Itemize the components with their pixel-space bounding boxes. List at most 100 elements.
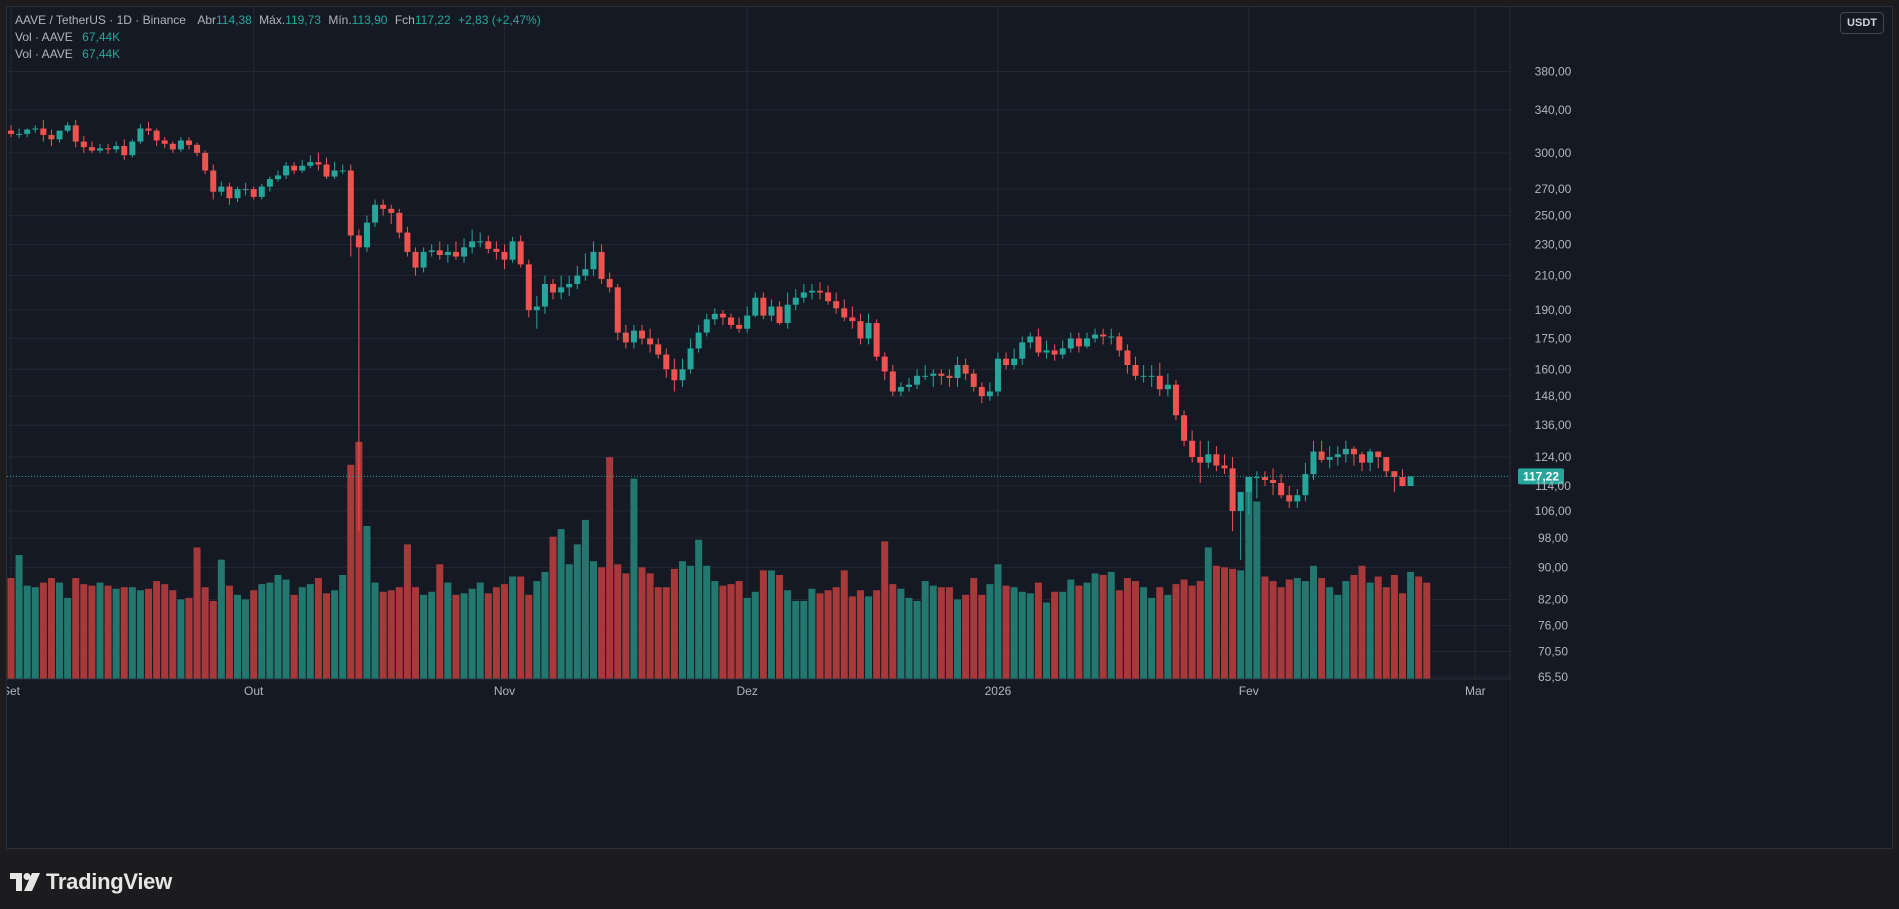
- candle: [1270, 468, 1277, 496]
- candle: [1083, 332, 1090, 349]
- volume-bar: [420, 594, 428, 679]
- candle: [833, 292, 840, 314]
- volume-bar: [395, 587, 403, 679]
- volume-bars: [7, 441, 1431, 679]
- volume-bar: [622, 573, 630, 679]
- candle: [679, 358, 686, 387]
- candle-body: [121, 146, 128, 156]
- candle: [145, 122, 152, 135]
- x-tick-label: 2026: [985, 684, 1012, 698]
- candle: [938, 369, 945, 385]
- candle-body: [412, 251, 419, 268]
- candle-body: [242, 189, 249, 191]
- candle: [1278, 474, 1285, 499]
- volume-bar: [816, 593, 824, 679]
- candle: [1132, 356, 1139, 381]
- candle: [760, 292, 767, 320]
- candle: [1148, 365, 1155, 387]
- candle-body: [841, 308, 848, 318]
- candle-body: [873, 323, 880, 357]
- candle-body: [315, 162, 322, 165]
- candle-body: [1237, 492, 1244, 512]
- candle-body: [509, 241, 516, 260]
- candle-body: [703, 319, 710, 333]
- candle: [905, 378, 912, 392]
- candle-body: [922, 375, 929, 377]
- volume-bar: [47, 578, 55, 679]
- volume-bar: [856, 590, 864, 679]
- legend-high-label: Máx.: [259, 13, 286, 27]
- candle: [1310, 440, 1317, 481]
- candle: [185, 137, 192, 150]
- candle: [412, 247, 419, 276]
- volume-bar: [848, 596, 856, 679]
- candle: [177, 137, 184, 152]
- volume-bar: [889, 584, 897, 679]
- candle-body: [1342, 448, 1349, 455]
- candle: [355, 229, 362, 532]
- tradingview-logo[interactable]: TradingView: [10, 869, 172, 895]
- candle-body: [363, 222, 370, 248]
- legend-volume-2[interactable]: Vol · AAVE 67,44K: [15, 46, 120, 62]
- candle-body: [752, 297, 759, 316]
- candle-body: [436, 250, 443, 255]
- candle-body: [145, 128, 152, 131]
- legend-volume-1[interactable]: Vol · AAVE 67,44K: [15, 29, 120, 45]
- candle-body: [1003, 358, 1010, 366]
- candle-body: [574, 275, 581, 284]
- y-tick-label: 90,00: [1538, 560, 1568, 574]
- candle-body: [833, 301, 840, 309]
- candle-body: [48, 134, 55, 140]
- volume-bar: [1148, 597, 1156, 679]
- volume-bar: [1407, 571, 1415, 679]
- candle-body: [469, 241, 476, 248]
- candle-body: [1302, 474, 1309, 496]
- candle: [428, 244, 435, 257]
- candle: [614, 283, 621, 341]
- volume-bar: [606, 457, 614, 679]
- candle-body: [339, 170, 346, 172]
- time-axis: Set Out Nov Dez 2026 Fev Mar: [7, 678, 1510, 848]
- candle-body: [1213, 454, 1220, 466]
- legend-symbol[interactable]: AAVE / TetherUS · 1D · Binance: [15, 13, 186, 27]
- volume-bar: [1245, 477, 1253, 679]
- volume-bar: [1018, 591, 1026, 679]
- candle-body: [1318, 451, 1325, 460]
- currency-button[interactable]: USDT: [1840, 12, 1884, 34]
- candle: [582, 253, 589, 281]
- volume-bar: [56, 582, 64, 679]
- candle: [169, 141, 176, 153]
- volume-bar: [573, 544, 581, 679]
- candle: [994, 352, 1001, 397]
- candle-body: [1116, 336, 1123, 351]
- candle-body: [194, 144, 201, 153]
- candle: [1399, 469, 1406, 487]
- y-tick-label: 124,00: [1535, 450, 1572, 464]
- volume-bar: [565, 564, 573, 679]
- candle: [1075, 332, 1082, 353]
- candle-body: [614, 287, 621, 333]
- volume-bar: [412, 587, 419, 679]
- candle: [1035, 328, 1042, 357]
- volume-bar: [23, 585, 31, 679]
- volume-bar: [986, 584, 994, 679]
- volume-bar: [937, 587, 945, 679]
- volume-bar: [492, 587, 500, 679]
- candle: [258, 184, 265, 200]
- volume-bar: [1188, 585, 1196, 679]
- chart-frame[interactable]: 117,22 380,00 340,00 300,00 270,00 250,00 230…: [6, 6, 1893, 849]
- volume-bar: [39, 582, 47, 679]
- candle-body: [938, 373, 945, 376]
- volume-bar: [662, 587, 670, 679]
- volume-bar: [897, 588, 905, 679]
- candle-body: [396, 212, 403, 233]
- candle-body: [1075, 338, 1082, 347]
- candle-body: [1164, 384, 1171, 390]
- volume-bar: [541, 571, 549, 679]
- candle: [1359, 451, 1366, 472]
- last-price-line: 117,22: [7, 468, 1564, 485]
- volume-bar: [290, 594, 298, 679]
- price-chart[interactable]: 117,22 380,00 340,00 300,00 270,00 250,00 230…: [7, 7, 1892, 848]
- candle: [307, 155, 314, 169]
- volume-bar: [1366, 582, 1374, 679]
